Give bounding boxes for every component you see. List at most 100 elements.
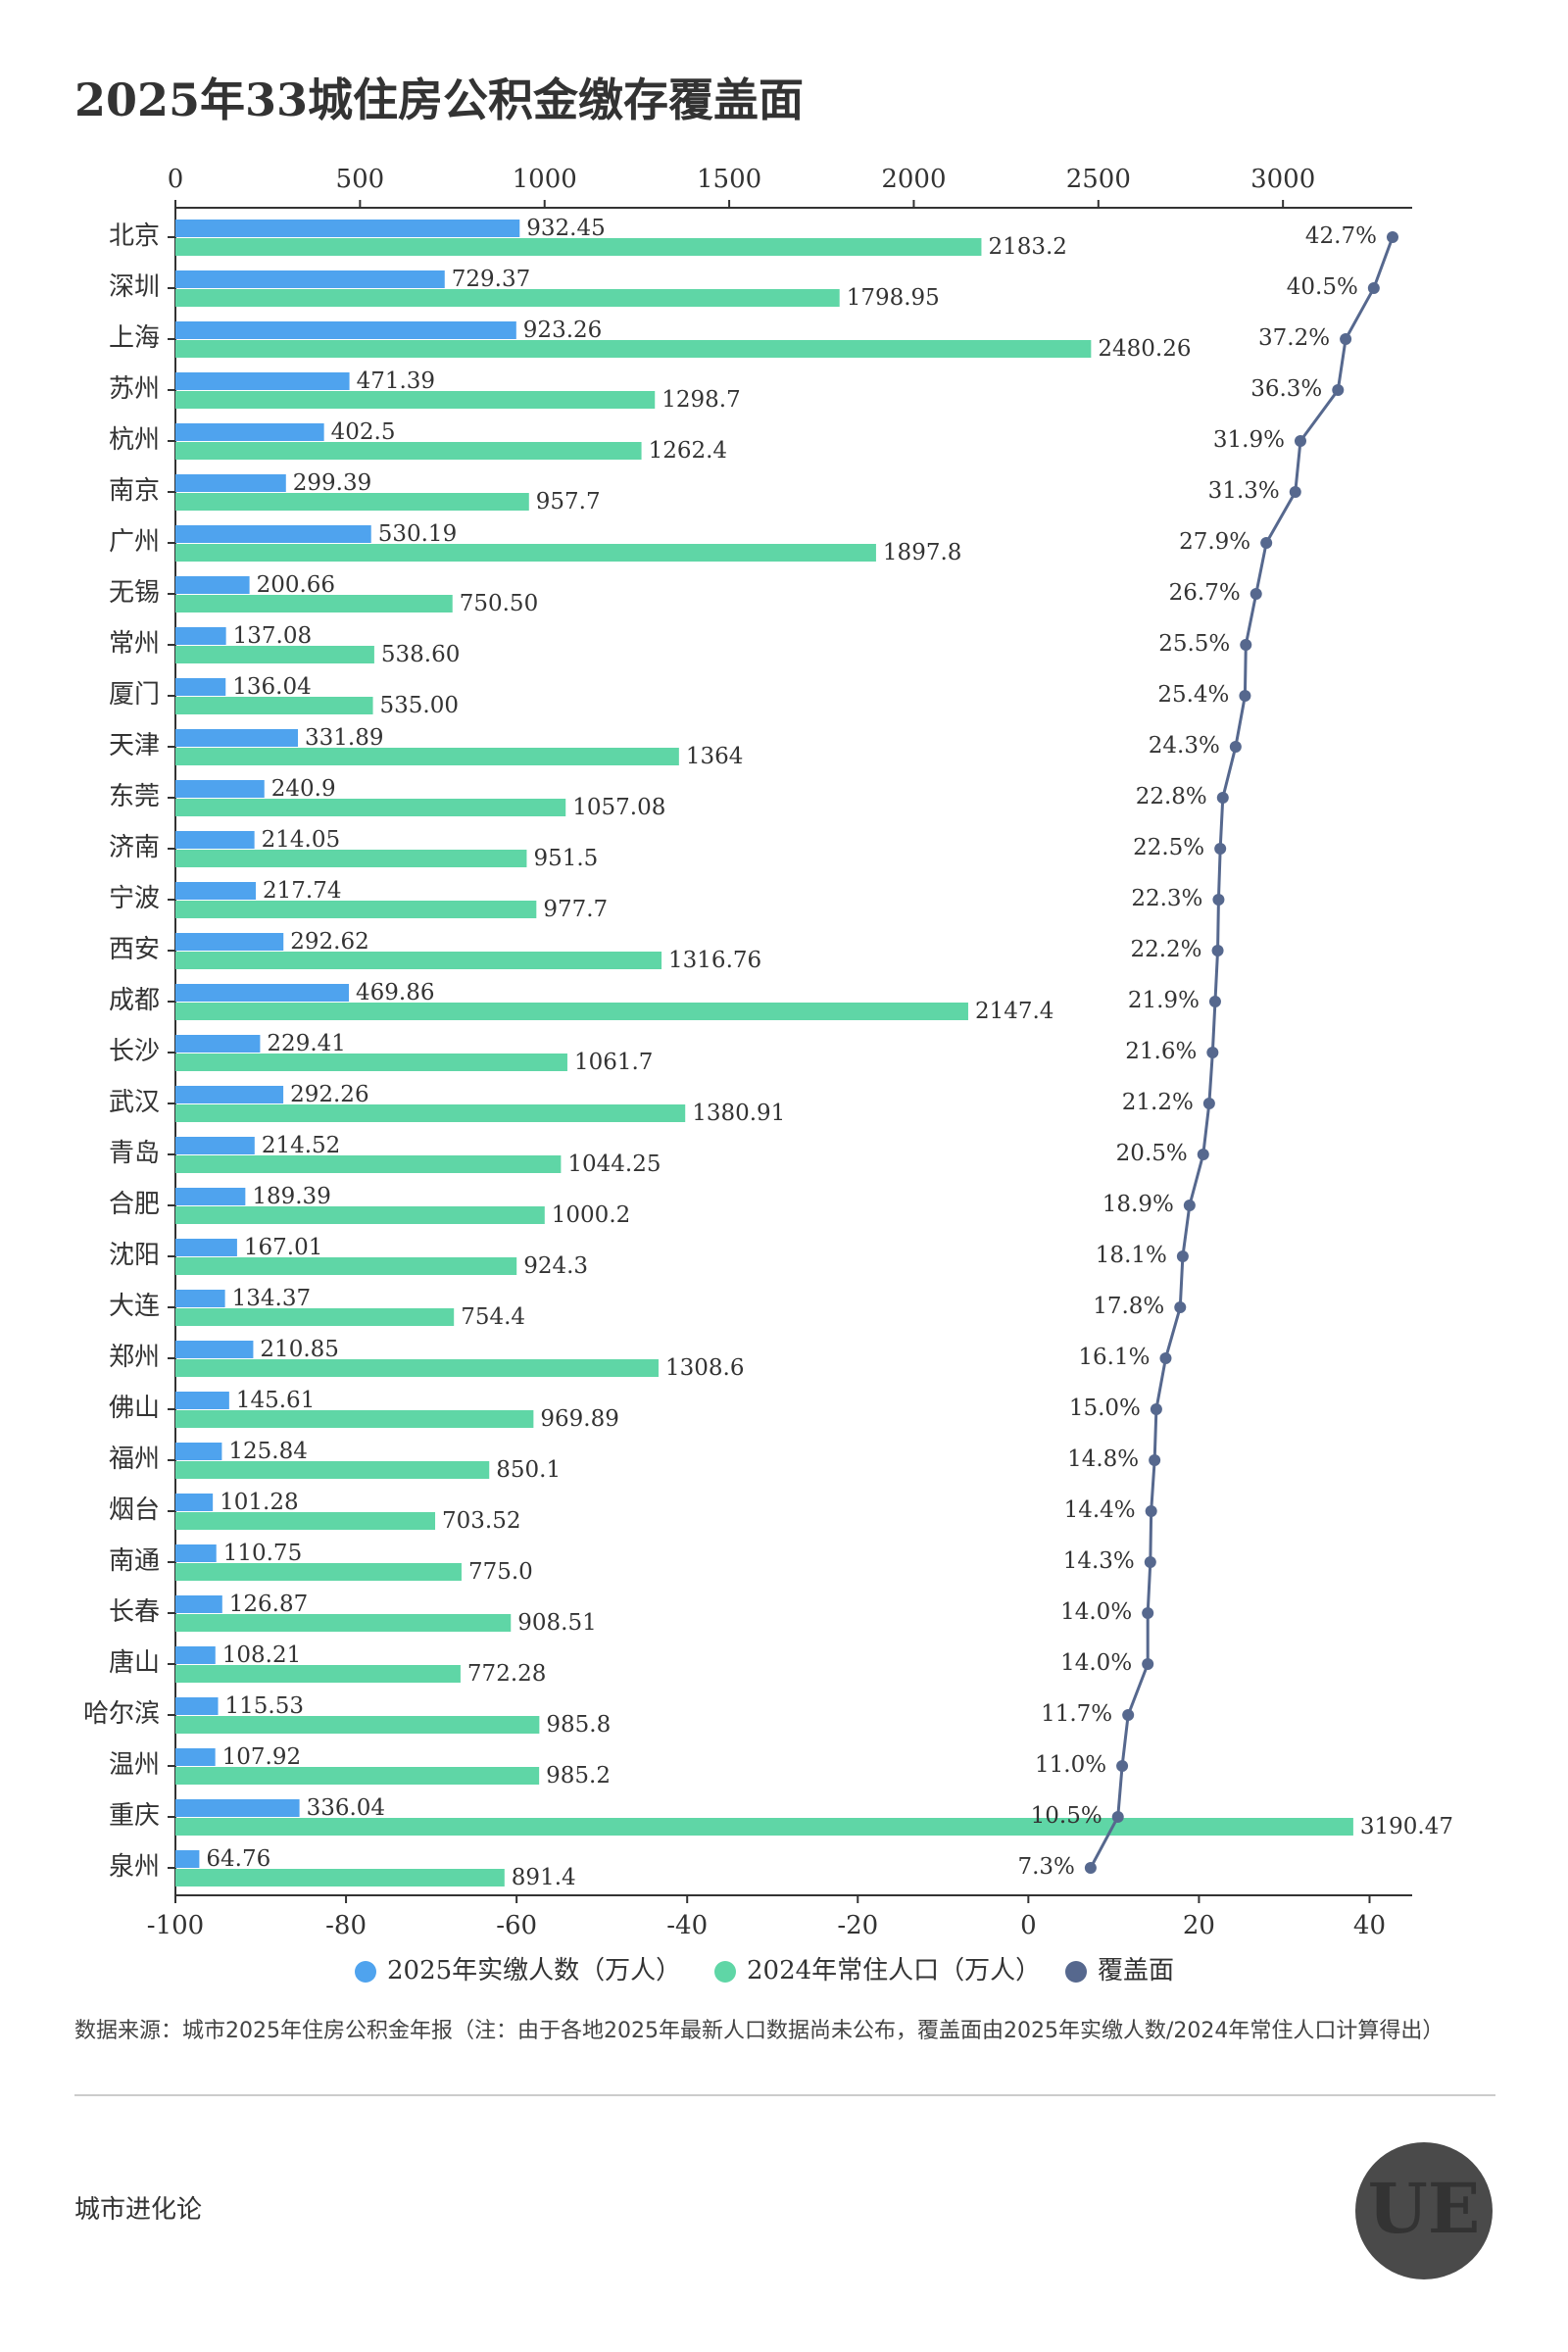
bar xyxy=(175,697,373,714)
bar-label: 1044.25 xyxy=(567,1152,661,1177)
y-tick-label: 沈阳 xyxy=(109,1241,160,1270)
bar-label: 891.4 xyxy=(512,1865,576,1890)
coverage-label: 21.2% xyxy=(1122,1090,1194,1115)
bar-label: 189.39 xyxy=(252,1184,330,1209)
bar xyxy=(175,1003,968,1020)
bar-label: 1308.6 xyxy=(665,1355,744,1381)
bar xyxy=(175,1410,534,1428)
bar-label: 1057.08 xyxy=(572,795,665,820)
bar xyxy=(175,321,516,339)
y-tick-label: 济南 xyxy=(109,833,160,862)
bar xyxy=(175,1646,216,1664)
x2-tick-label: -80 xyxy=(325,1911,367,1940)
bar xyxy=(175,1512,436,1530)
logo xyxy=(1355,2142,1493,2279)
y-tick-label: 重庆 xyxy=(109,1801,160,1831)
bar-label: 932.45 xyxy=(526,216,605,241)
x2-tick-label: 0 xyxy=(1020,1911,1037,1940)
bar-label: 64.76 xyxy=(206,1846,270,1872)
bar-label: 107.92 xyxy=(222,1744,301,1770)
bar-label: 729.37 xyxy=(452,267,530,292)
y-tick-label: 青岛 xyxy=(109,1139,160,1168)
bar-label: 951.5 xyxy=(533,846,598,871)
x-tick-label: 1000 xyxy=(513,165,577,194)
y-tick-label: 杭州 xyxy=(109,425,160,455)
coverage-label: 14.3% xyxy=(1063,1548,1135,1574)
bar-label: 1316.76 xyxy=(668,948,761,973)
coverage-point xyxy=(1206,1047,1219,1058)
y-tick-label: 烟台 xyxy=(109,1495,160,1525)
coverage-point xyxy=(1122,1709,1135,1721)
coverage-point xyxy=(1211,945,1224,956)
bar xyxy=(175,1239,237,1256)
coverage-label: 21.9% xyxy=(1128,988,1200,1013)
coverage-point xyxy=(1111,1811,1124,1823)
bar xyxy=(175,595,453,612)
bar xyxy=(175,391,656,409)
bar xyxy=(175,1614,512,1632)
coverage-point xyxy=(1145,1505,1157,1517)
bar-label: 754.4 xyxy=(461,1304,525,1330)
coverage-point xyxy=(1208,996,1221,1007)
bar-label: 1262.4 xyxy=(649,438,727,464)
coverage-point xyxy=(1183,1200,1196,1211)
coverage-label: 20.5% xyxy=(1116,1141,1188,1166)
y-tick-label: 长春 xyxy=(109,1597,160,1627)
y-tick-label: 郑州 xyxy=(109,1343,160,1372)
bar xyxy=(175,1595,222,1613)
coverage-label: 22.8% xyxy=(1136,784,1207,809)
bar-label: 985.2 xyxy=(546,1763,611,1788)
y-tick-label: 厦门 xyxy=(109,680,160,710)
y-tick-label: 大连 xyxy=(109,1292,160,1321)
coverage-label: 37.2% xyxy=(1258,325,1330,351)
coverage-point xyxy=(1150,1403,1162,1415)
x2-tick-label: -20 xyxy=(837,1911,878,1940)
bar xyxy=(175,493,529,511)
bar-label: 923.26 xyxy=(523,318,602,343)
bar xyxy=(175,372,350,390)
bar xyxy=(175,340,1092,358)
coverage-point xyxy=(1116,1760,1129,1772)
coverage-label: 18.1% xyxy=(1096,1243,1167,1268)
coverage-label: 14.4% xyxy=(1064,1497,1136,1523)
coverage-label: 27.9% xyxy=(1179,529,1250,555)
coverage-point xyxy=(1239,690,1251,702)
coverage-point xyxy=(1386,231,1398,243)
bar xyxy=(175,1544,217,1562)
bar-label: 145.61 xyxy=(236,1388,315,1413)
coverage-label: 15.0% xyxy=(1069,1396,1141,1421)
coverage-point xyxy=(1144,1556,1156,1568)
bar xyxy=(175,1716,540,1734)
y-tick-label: 深圳 xyxy=(109,272,160,302)
y-tick-label: 南通 xyxy=(109,1546,160,1576)
bar-label: 214.05 xyxy=(262,827,340,853)
bar-label: 772.28 xyxy=(467,1661,546,1687)
coverage-label: 42.7% xyxy=(1305,223,1377,249)
x2-tick-label: -100 xyxy=(147,1911,204,1940)
bar-label: 538.60 xyxy=(381,642,460,667)
coverage-point xyxy=(1159,1352,1172,1364)
bar-label: 101.28 xyxy=(220,1490,298,1515)
bar xyxy=(175,1086,284,1103)
coverage-label: 11.0% xyxy=(1035,1752,1106,1778)
coverage-label: 10.5% xyxy=(1031,1803,1102,1829)
bar xyxy=(175,220,520,237)
bar xyxy=(175,984,350,1002)
bar xyxy=(175,901,537,918)
coverage-label: 14.0% xyxy=(1060,1599,1132,1625)
bar xyxy=(175,1443,222,1460)
bar-label: 1000.2 xyxy=(552,1202,630,1228)
bar xyxy=(175,1188,246,1205)
bar xyxy=(175,748,679,765)
bar xyxy=(175,646,374,663)
coverage-label: 22.5% xyxy=(1133,835,1204,860)
bar xyxy=(175,474,286,492)
bar xyxy=(175,289,840,307)
bar xyxy=(175,442,642,460)
bar-label: 336.04 xyxy=(307,1795,385,1821)
bar-label: 703.52 xyxy=(442,1508,520,1534)
coverage-point xyxy=(1174,1301,1187,1313)
y-tick-label: 常州 xyxy=(109,629,160,659)
bar-label: 969.89 xyxy=(540,1406,618,1432)
x-tick-label: 3000 xyxy=(1250,165,1315,194)
